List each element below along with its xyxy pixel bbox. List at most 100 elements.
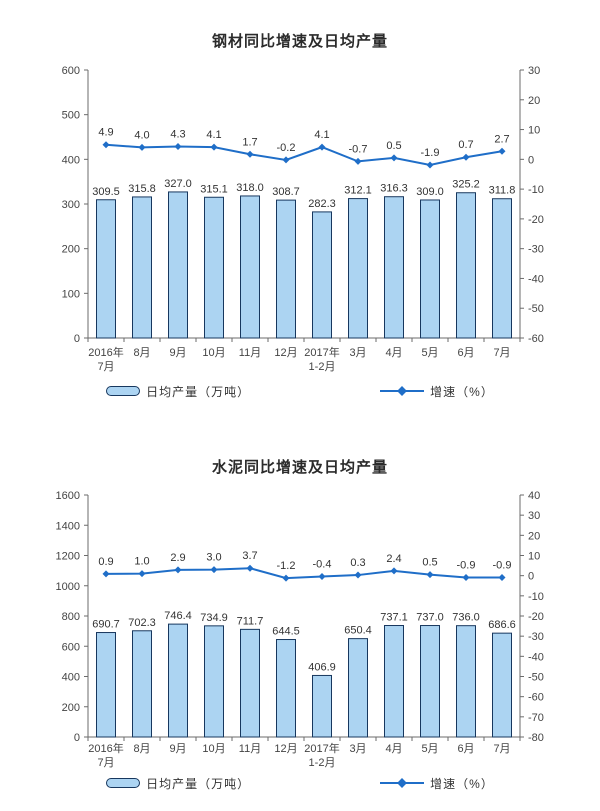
data-point-marker <box>390 567 398 575</box>
data-point-marker <box>462 153 470 161</box>
bar-value-label: 315.8 <box>128 183 156 195</box>
data-point-marker <box>174 143 182 151</box>
data-point-marker <box>246 150 254 158</box>
bar <box>348 638 368 738</box>
right-axis-tick-label: 20 <box>528 530 540 542</box>
line-value-label: 1.0 <box>134 556 149 568</box>
left-axis-tick-label: 1400 <box>56 520 80 532</box>
line-value-label: -0.7 <box>349 143 368 155</box>
bar-swatch-icon <box>106 778 141 788</box>
x-category-label: 12月 <box>274 743 297 755</box>
data-point-marker <box>318 572 326 580</box>
bar <box>312 674 332 738</box>
steel-chart-legend: 日均产量（万吨） 增速（%） <box>0 378 600 404</box>
x-category-label: 8月 <box>133 743 150 755</box>
right-axis-tick-label: -20 <box>528 611 544 623</box>
right-axis-tick-label: -20 <box>528 214 544 226</box>
x-category-label: 2016年 <box>88 345 123 359</box>
x-category-label: 5月 <box>421 743 438 755</box>
bar <box>240 628 260 738</box>
bar <box>384 196 404 339</box>
line-marker-swatch-icon <box>380 778 425 788</box>
bar <box>168 623 188 738</box>
x-category-label: 8月 <box>133 347 150 359</box>
right-axis-tick-label: -80 <box>528 732 544 744</box>
line-marker-swatch-icon <box>380 386 425 396</box>
bar-value-label: 316.3 <box>380 183 408 195</box>
data-point-marker <box>498 573 506 581</box>
line-value-label: 4.1 <box>206 129 221 141</box>
right-axis-tick-label: 30 <box>528 65 540 77</box>
diamond-marker-icon <box>397 778 408 788</box>
data-point-marker <box>102 141 110 149</box>
x-category-label: 12月 <box>274 347 297 359</box>
bar <box>384 625 404 738</box>
right-axis-tick-label: -40 <box>528 651 544 663</box>
legend-label-daily-output: 日均产量（万吨） <box>146 384 251 399</box>
bar-value-label: 315.1 <box>200 183 228 195</box>
right-axis-tick-label: 10 <box>528 551 540 563</box>
legend-label-growth: 增速（%） <box>430 384 494 399</box>
line-value-label: -0.9 <box>493 559 512 571</box>
growth-line <box>105 567 502 580</box>
right-axis-tick-label: -50 <box>528 303 544 315</box>
steel-chart-plot: 0 100 200 300 400 500 600 -60 -50 -40 -30 -20 -10 0 10… <box>62 65 544 373</box>
bar-value-label: 318.0 <box>236 182 264 194</box>
steel-combo-chart: 钢材同比增速及日均产量 0 100 200 300 400 500 600 -60 -50 -40… <box>0 0 600 404</box>
data-point-marker <box>426 161 434 169</box>
right-axis-tick-label: -50 <box>528 672 544 684</box>
left-axis-tick-label: 1000 <box>56 581 80 593</box>
right-axis-tick-label: 10 <box>528 125 540 137</box>
right-axis-tick-label: 0 <box>528 571 534 583</box>
x-category-label: 5月 <box>421 347 438 359</box>
right-axis-tick-label: -30 <box>528 244 544 256</box>
left-axis-tick-label: 400 <box>62 154 80 166</box>
right-axis-tick-label: 0 <box>528 154 534 166</box>
bar-value-label: 327.0 <box>164 178 192 190</box>
bar-value-label: 644.5 <box>272 626 300 638</box>
cement-chart-title: 水泥同比增速及日均产量 <box>211 459 388 476</box>
steel-chart-title: 钢材同比增速及日均产量 <box>211 33 388 50</box>
right-axis-tick-label: -40 <box>528 273 544 285</box>
left-axis-tick-label: 1200 <box>56 551 80 563</box>
left-axis-tick-label: 100 <box>62 288 80 300</box>
x-category-label: 9月 <box>169 743 186 755</box>
x-category-label: 9月 <box>169 347 186 359</box>
x-category-label: 3月 <box>349 347 366 359</box>
line-value-label: 0.9 <box>98 556 113 568</box>
line-value-label: 1.7 <box>242 136 257 148</box>
legend-label-daily-output: 日均产量（万吨） <box>146 776 251 791</box>
right-axis-tick-label: -70 <box>528 712 544 724</box>
x-category-label: 2017年 <box>304 345 339 359</box>
x-category-label: 10月 <box>202 743 225 755</box>
bar-value-label: 325.2 <box>452 179 480 191</box>
line-value-label: 0.5 <box>386 140 401 152</box>
left-axis-tick-label: 300 <box>62 199 80 211</box>
x-category-label: 10月 <box>202 347 225 359</box>
bar-swatch-icon <box>106 386 141 396</box>
data-point-marker <box>426 571 434 579</box>
left-axis-tick-label: 1600 <box>56 490 80 502</box>
bar <box>240 195 260 339</box>
legend-item-daily-output: 日均产量（万吨） <box>106 775 250 792</box>
x-category-label: 7月 <box>493 743 510 755</box>
x-category-label: 11月 <box>239 743 261 755</box>
line-value-label: -0.2 <box>277 142 296 154</box>
line-value-label: 0.7 <box>458 139 473 151</box>
line-value-label: 2.4 <box>386 553 401 565</box>
bar-value-label: 650.4 <box>344 625 372 637</box>
bar <box>132 630 152 738</box>
data-point-marker <box>246 564 254 572</box>
left-axis-tick-label: 800 <box>62 611 80 623</box>
x-category-label: 11月 <box>239 347 261 359</box>
right-axis-tick-label: -10 <box>528 591 544 603</box>
right-axis-tick-label: -10 <box>528 184 544 196</box>
bar <box>492 198 512 339</box>
bar <box>204 196 224 339</box>
right-axis-tick-label: -60 <box>528 692 544 704</box>
data-point-marker <box>138 570 146 578</box>
bar <box>456 625 476 738</box>
bar-value-label: 734.9 <box>200 612 228 624</box>
x-category-label: 6月 <box>457 347 474 359</box>
data-point-marker <box>498 147 506 155</box>
